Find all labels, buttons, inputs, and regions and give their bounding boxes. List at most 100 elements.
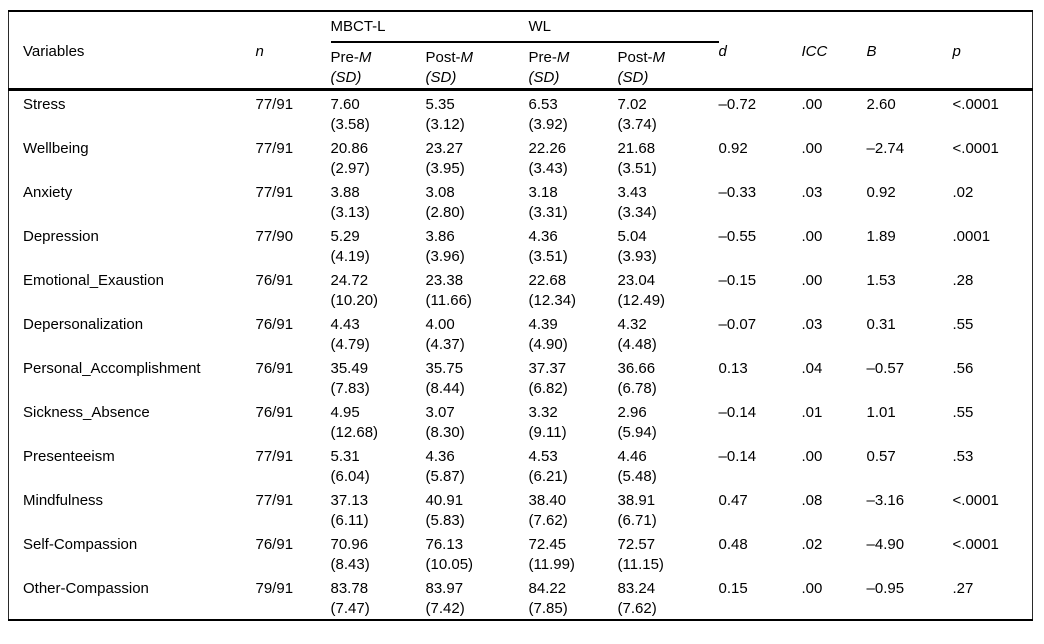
b-value: 2.60 [866, 88, 953, 135]
p-value: .55 [952, 316, 974, 333]
wl-pre-mean-sd: 3.32 (9.11) [528, 404, 567, 441]
wl-post-mean-sd: 3.43 (3.34) [617, 184, 657, 221]
icc-value: .08 [801, 492, 823, 509]
col-header-mbct-post: Post-M (SD) [426, 42, 529, 90]
b-value: 0.92 [866, 184, 896, 201]
d-value: –0.14 [718, 448, 757, 465]
d-value: –0.72 [718, 88, 802, 135]
b-value: 0.31 [866, 316, 896, 333]
wl-post-mean-sd: 5.04 (3.93) [617, 228, 657, 265]
sd-label: (SD) [425, 69, 457, 86]
mbct-pre-mean-sd: 20.86 (2.97) [330, 140, 370, 177]
wl-pre-mean-sd: 72.45 (11.99) [528, 536, 575, 573]
mbct-pre-mean-sd: 4.95 (12.68) [330, 404, 379, 441]
table-row: Depression 77/90 5.29 (4.19) 3.86 (3.96)… [9, 223, 1033, 267]
variable-name: Personal_Accomplishment [23, 360, 201, 377]
wl-post-mean-sd: 72.57 (11.15) [617, 536, 664, 573]
n-value: 76/91 [255, 272, 294, 289]
wl-pre-mean-sd: 4.39 (4.90) [528, 316, 568, 353]
icc-value: .00 [801, 88, 867, 135]
col-header-d: d [718, 43, 727, 60]
wl-post-mean-sd: 7.02 (3.74) [617, 88, 719, 135]
n-value: 77/91 [255, 140, 294, 157]
table-row: Wellbeing 77/91 20.86 (2.97) 23.27 (3.95… [9, 135, 1033, 179]
n-value: 76/91 [255, 360, 294, 377]
table-row: Personal_Accomplishment 76/91 35.49 (7.8… [9, 355, 1033, 399]
icc-value: .02 [801, 536, 823, 553]
b-value: 1.89 [866, 228, 896, 245]
icc-value: .00 [801, 140, 823, 157]
mbct-post-mean-sd: 3.07 (8.30) [425, 404, 465, 441]
table-row: Presenteeism 77/91 5.31 (6.04) 4.36 (5.8… [9, 443, 1033, 487]
table-body: Stress 77/91 7.60 (3.58) 5.35 (3.12) 6.5… [8, 88, 1033, 621]
b-value: 1.53 [866, 272, 896, 289]
wl-pre-mean-sd: 84.22 (7.85) [528, 580, 568, 617]
mbct-pre-mean-sd: 24.72 (10.20) [330, 272, 379, 309]
pre-label: Pre- [528, 49, 557, 66]
wl-post-mean-sd: 36.66 (6.78) [617, 360, 657, 397]
table-row: Depersonalization 76/91 4.43 (4.79) 4.00… [9, 311, 1033, 355]
wl-post-mean-sd: 83.24 (7.62) [617, 580, 657, 617]
b-value: –4.90 [866, 536, 905, 553]
variable-name: Anxiety [23, 184, 73, 201]
p-value: .28 [952, 272, 974, 289]
col-header-p: p [952, 43, 961, 60]
p-value: .55 [952, 404, 974, 421]
mean-symbol: M [652, 49, 666, 66]
n-value: 77/91 [255, 492, 294, 509]
variable-name: Emotional_Exaustion [23, 272, 164, 289]
variable-name: Stress [8, 88, 256, 135]
col-header-wl-pre: Pre-M (SD) [529, 42, 618, 90]
p-value: .02 [952, 184, 974, 201]
col-header-wl-post: Post-M (SD) [618, 42, 719, 90]
icc-value: .00 [801, 448, 823, 465]
d-value: 0.15 [718, 580, 748, 597]
n-value: 76/91 [255, 316, 294, 333]
variable-name: Other-Compassion [23, 580, 149, 597]
group-header-row: Variables n MBCT-L WL d ICC B p [9, 11, 1033, 60]
mbct-pre-mean-sd: 3.88 (3.13) [330, 184, 370, 221]
mbct-post-mean-sd: 4.36 (5.87) [425, 448, 465, 485]
n-value: 79/91 [255, 580, 294, 597]
b-value: –0.95 [866, 580, 905, 597]
wl-post-mean-sd: 38.91 (6.71) [617, 492, 657, 529]
table-row: Sickness_Absence 76/91 4.95 (12.68) 3.07… [9, 399, 1033, 443]
wl-post-mean-sd: 4.46 (5.48) [617, 448, 657, 485]
variable-name: Sickness_Absence [23, 404, 150, 421]
p-value: .27 [952, 580, 974, 597]
d-value: –0.07 [718, 316, 757, 333]
table-row: Mindfulness 77/91 37.13 (6.11) 40.91 (5.… [9, 487, 1033, 531]
p-value: <.0001 [952, 536, 999, 553]
p-value: .53 [952, 448, 974, 465]
wl-pre-mean-sd: 3.18 (3.31) [528, 184, 568, 221]
mbct-post-mean-sd: 3.08 (2.80) [425, 184, 465, 221]
col-header-icc: ICC [801, 43, 828, 60]
group-header-wl: WL [528, 11, 719, 43]
icc-value: .03 [801, 316, 823, 333]
mbct-post-mean-sd: 83.97 (7.42) [425, 580, 465, 617]
wl-post-mean-sd: 23.04 (12.49) [617, 272, 666, 309]
mbct-post-mean-sd: 40.91 (5.83) [425, 492, 465, 529]
b-value: –0.57 [866, 360, 905, 377]
group-header-mbct-l: MBCT-L [330, 11, 529, 43]
p-value: <.0001 [952, 88, 1033, 135]
wl-pre-mean-sd: 22.68 (12.34) [528, 272, 577, 309]
p-value: <.0001 [952, 140, 999, 157]
table-row: Anxiety 77/91 3.88 (3.13) 3.08 (2.80) 3.… [9, 179, 1033, 223]
col-header-b: B [866, 43, 877, 60]
mean-symbol: M [556, 49, 570, 66]
mbct-pre-mean-sd: 7.60 (3.58) [330, 88, 426, 135]
variable-name: Depression [23, 228, 99, 245]
mbct-pre-mean-sd: 37.13 (6.11) [330, 492, 369, 529]
mbct-post-mean-sd: 23.38 (11.66) [425, 272, 472, 309]
wl-pre-mean-sd: 22.26 (3.43) [528, 140, 568, 177]
mbct-pre-mean-sd: 83.78 (7.47) [330, 580, 370, 617]
wl-post-mean-sd: 4.32 (4.48) [617, 316, 657, 353]
mbct-pre-mean-sd: 4.43 (4.79) [330, 316, 370, 353]
b-value: 0.57 [866, 448, 896, 465]
wl-pre-mean-sd: 38.40 (7.62) [528, 492, 568, 529]
table-row: Stress 77/91 7.60 (3.58) 5.35 (3.12) 6.5… [8, 88, 1033, 135]
icc-value: .03 [801, 184, 823, 201]
sd-label: (SD) [617, 69, 649, 86]
